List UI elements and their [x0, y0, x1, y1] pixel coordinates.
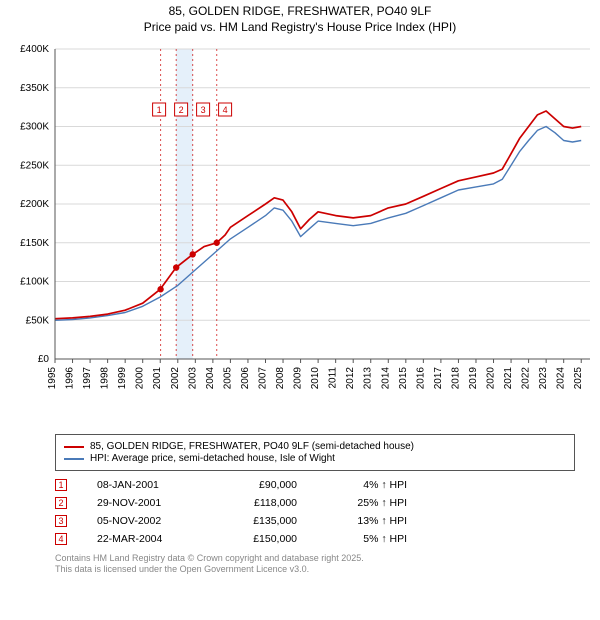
svg-text:2012: 2012: [345, 367, 356, 390]
svg-text:£0: £0: [38, 354, 50, 365]
svg-text:£250K: £250K: [20, 160, 49, 171]
svg-text:2000: 2000: [135, 367, 146, 390]
table-row: 2 29-NOV-2001 £118,000 25% ↑ HPI: [55, 497, 600, 509]
title-line-1: 85, GOLDEN RIDGE, FRESHWATER, PO40 9LF: [0, 4, 600, 20]
svg-text:2004: 2004: [205, 367, 216, 390]
svg-text:2019: 2019: [468, 367, 479, 390]
svg-text:1: 1: [157, 105, 162, 115]
svg-text:1996: 1996: [65, 367, 76, 390]
table-row: 4 22-MAR-2004 £150,000 5% ↑ HPI: [55, 533, 600, 545]
table-row: 1 08-JAN-2001 £90,000 4% ↑ HPI: [55, 479, 600, 491]
legend-row: HPI: Average price, semi-detached house,…: [64, 453, 566, 464]
transaction-pct: 13% ↑ HPI: [327, 515, 407, 527]
svg-text:2009: 2009: [293, 367, 304, 390]
svg-text:1999: 1999: [117, 367, 128, 390]
svg-text:3: 3: [201, 105, 206, 115]
svg-text:2016: 2016: [415, 367, 426, 390]
table-row: 3 05-NOV-2002 £135,000 13% ↑ HPI: [55, 515, 600, 527]
svg-text:£300K: £300K: [20, 122, 49, 133]
transaction-price: £118,000: [222, 497, 297, 509]
svg-text:2014: 2014: [380, 367, 391, 390]
transaction-marker-icon: 1: [55, 479, 67, 491]
legend-row: 85, GOLDEN RIDGE, FRESHWATER, PO40 9LF (…: [64, 441, 566, 452]
svg-text:£200K: £200K: [20, 199, 49, 210]
svg-text:£150K: £150K: [20, 238, 49, 249]
svg-text:£100K: £100K: [20, 277, 49, 288]
svg-text:2023: 2023: [538, 367, 549, 390]
legend-swatch: [64, 458, 84, 460]
svg-text:2007: 2007: [257, 367, 268, 390]
svg-text:1997: 1997: [82, 367, 93, 390]
price-chart: £0 £50K £100K £150K £200K £250K £300K £350K £400…: [0, 43, 600, 428]
transaction-price: £150,000: [222, 533, 297, 545]
transaction-date: 08-JAN-2001: [97, 479, 192, 491]
svg-text:1998: 1998: [100, 367, 111, 390]
svg-text:2025: 2025: [573, 367, 584, 390]
transaction-pct: 5% ↑ HPI: [327, 533, 407, 545]
svg-text:2006: 2006: [240, 367, 251, 390]
svg-text:£400K: £400K: [20, 44, 49, 55]
svg-text:£50K: £50K: [26, 315, 50, 326]
svg-text:2020: 2020: [486, 367, 497, 390]
svg-text:2021: 2021: [503, 367, 514, 390]
transaction-date: 29-NOV-2001: [97, 497, 192, 509]
footer-line-2: This data is licensed under the Open Gov…: [55, 564, 600, 575]
transaction-marker-icon: 4: [55, 533, 67, 545]
footer-line-1: Contains HM Land Registry data © Crown c…: [55, 553, 600, 564]
svg-text:2022: 2022: [521, 367, 532, 390]
transaction-price: £90,000: [222, 479, 297, 491]
transactions-table: 1 08-JAN-2001 £90,000 4% ↑ HPI 2 29-NOV-…: [55, 479, 600, 545]
svg-text:2005: 2005: [222, 367, 233, 390]
svg-text:2017: 2017: [433, 367, 444, 390]
svg-text:2002: 2002: [170, 367, 181, 390]
svg-text:2: 2: [179, 105, 184, 115]
svg-text:2003: 2003: [187, 367, 198, 390]
svg-text:2010: 2010: [310, 367, 321, 390]
svg-text:2015: 2015: [398, 367, 409, 390]
svg-text:2018: 2018: [450, 367, 461, 390]
transaction-pct: 25% ↑ HPI: [327, 497, 407, 509]
svg-text:1995: 1995: [47, 367, 58, 390]
svg-text:£350K: £350K: [20, 83, 49, 94]
transaction-date: 22-MAR-2004: [97, 533, 192, 545]
svg-text:2001: 2001: [152, 367, 163, 390]
transaction-marker-icon: 3: [55, 515, 67, 527]
transaction-marker-icon: 2: [55, 497, 67, 509]
legend-label: 85, GOLDEN RIDGE, FRESHWATER, PO40 9LF (…: [90, 441, 414, 452]
transaction-pct: 4% ↑ HPI: [327, 479, 407, 491]
legend-swatch: [64, 446, 84, 448]
svg-text:2011: 2011: [328, 367, 339, 389]
svg-text:2013: 2013: [363, 367, 374, 390]
transaction-date: 05-NOV-2002: [97, 515, 192, 527]
legend-label: HPI: Average price, semi-detached house,…: [90, 453, 335, 464]
footer-attribution: Contains HM Land Registry data © Crown c…: [55, 553, 600, 576]
svg-text:4: 4: [223, 105, 228, 115]
transaction-price: £135,000: [222, 515, 297, 527]
title-line-2: Price paid vs. HM Land Registry's House …: [0, 20, 600, 36]
legend: 85, GOLDEN RIDGE, FRESHWATER, PO40 9LF (…: [55, 434, 575, 471]
svg-text:2024: 2024: [556, 367, 567, 390]
chart-title: 85, GOLDEN RIDGE, FRESHWATER, PO40 9LF P…: [0, 0, 600, 35]
svg-text:2008: 2008: [275, 367, 286, 390]
